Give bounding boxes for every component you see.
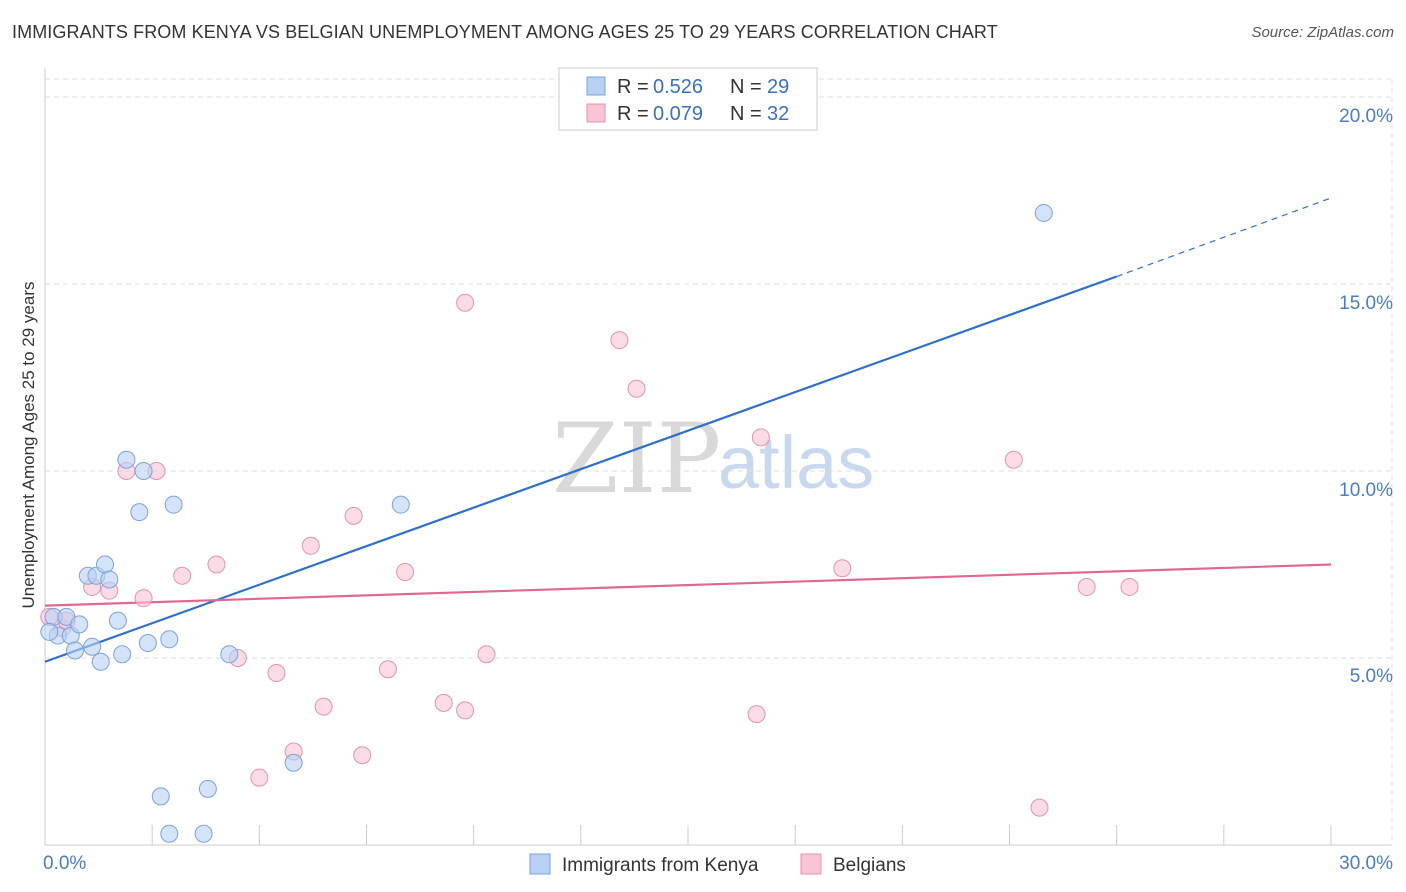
belgians-point <box>833 559 852 578</box>
kenya-point <box>391 495 410 514</box>
kenya-point <box>117 450 136 469</box>
legend-swatch-kenya <box>586 76 606 96</box>
belgians-point <box>207 555 226 574</box>
kenya-point <box>198 779 217 798</box>
belgians-point <box>344 506 363 525</box>
belgians-point <box>173 566 192 585</box>
kenya-point <box>134 462 153 480</box>
belgians-point <box>751 428 770 447</box>
watermark-zip: ZIP <box>552 403 721 515</box>
belgians-point <box>353 746 372 765</box>
bottom-legend-belgians-label: Belgians <box>833 855 906 876</box>
belgians-point <box>250 768 269 787</box>
belgians-point <box>134 589 153 608</box>
legend-kenya-n-value: 29 <box>767 76 789 98</box>
legend-belgians-n-value: 32 <box>767 103 789 125</box>
belgians-point <box>1030 798 1049 817</box>
legend-belgians-n-label: N = <box>730 103 762 125</box>
belgians-point <box>434 693 453 712</box>
kenya-point <box>1034 203 1053 222</box>
y-tick-label: 5.0% <box>1350 666 1393 687</box>
legend-kenya-r-value: 0.526 <box>653 76 703 98</box>
kenya-point <box>164 495 183 514</box>
watermark-atlas: atlas <box>718 421 874 504</box>
x-tick-label-min: 0.0% <box>43 853 86 874</box>
legend-swatch-belgians <box>586 103 606 123</box>
kenya-point <box>151 787 170 806</box>
kenya-point <box>113 645 132 664</box>
kenya-point <box>83 637 102 656</box>
legend-belgians-r-label: R = <box>617 103 649 125</box>
kenya-point <box>108 611 127 630</box>
y-tick-label: 15.0% <box>1339 293 1393 314</box>
belgians-point <box>477 645 496 664</box>
belgians-point <box>456 293 475 312</box>
legend-kenya-r-label: R = <box>617 76 649 98</box>
kenya-point <box>96 555 115 574</box>
legend-kenya-n-label: N = <box>730 76 762 98</box>
belgians-point <box>396 562 415 581</box>
source-credit: Source: ZipAtlas.com <box>1251 24 1394 41</box>
gridlines <box>45 78 1393 845</box>
bottom-legend-swatch-kenya <box>529 853 551 875</box>
belgians-point <box>747 705 766 724</box>
y-tick-label: 10.0% <box>1339 480 1393 501</box>
y-axis-label: Unemployment Among Ages 25 to 29 years <box>19 282 38 609</box>
chart-title: IMMIGRANTS FROM KENYA VS BELGIAN UNEMPLO… <box>12 22 998 42</box>
trend-lines <box>44 197 1332 663</box>
belgians-point <box>1077 577 1096 596</box>
legend-belgians-r-value: 0.079 <box>653 103 703 125</box>
belgians-point <box>610 331 629 350</box>
y-tick-label: 20.0% <box>1339 106 1393 127</box>
kenya-point <box>100 570 119 589</box>
kenya-trend-extension <box>1116 197 1332 278</box>
kenya-point <box>70 615 89 634</box>
kenya-point <box>40 622 59 641</box>
belgians-trend-line <box>44 563 1332 607</box>
kenya-point <box>138 634 157 653</box>
belgians-point <box>301 536 320 555</box>
x-tick-label-max: 30.0% <box>1339 853 1393 874</box>
kenya-point <box>160 824 179 843</box>
bottom-legend: Immigrants from Kenya Belgians <box>529 853 906 876</box>
belgians-point <box>378 660 397 679</box>
axes: 5.0% 10.0% 15.0% 20.0% 0.0% 30.0% <box>43 68 1393 874</box>
belgians-point <box>1120 577 1139 596</box>
bottom-legend-kenya-label: Immigrants from Kenya <box>562 855 759 876</box>
kenya-point <box>194 824 213 843</box>
kenya-point <box>160 630 179 649</box>
belgians-point <box>627 379 646 398</box>
belgians-point <box>314 697 333 716</box>
kenya-point <box>91 652 110 671</box>
data-points <box>40 203 1139 843</box>
bottom-legend-swatch-belgians <box>800 853 822 875</box>
belgians-point <box>456 701 475 720</box>
kenya-point <box>66 641 85 660</box>
kenya-trend-line <box>44 275 1118 663</box>
belgians-point <box>267 663 286 682</box>
legend: R = 0.526 N = 29 R = 0.079 N = 32 <box>558 67 818 131</box>
kenya-point <box>220 645 239 664</box>
kenya-point <box>284 753 303 772</box>
watermark: ZIP atlas <box>552 403 874 515</box>
belgians-point <box>1004 450 1023 469</box>
kenya-point <box>130 503 149 522</box>
